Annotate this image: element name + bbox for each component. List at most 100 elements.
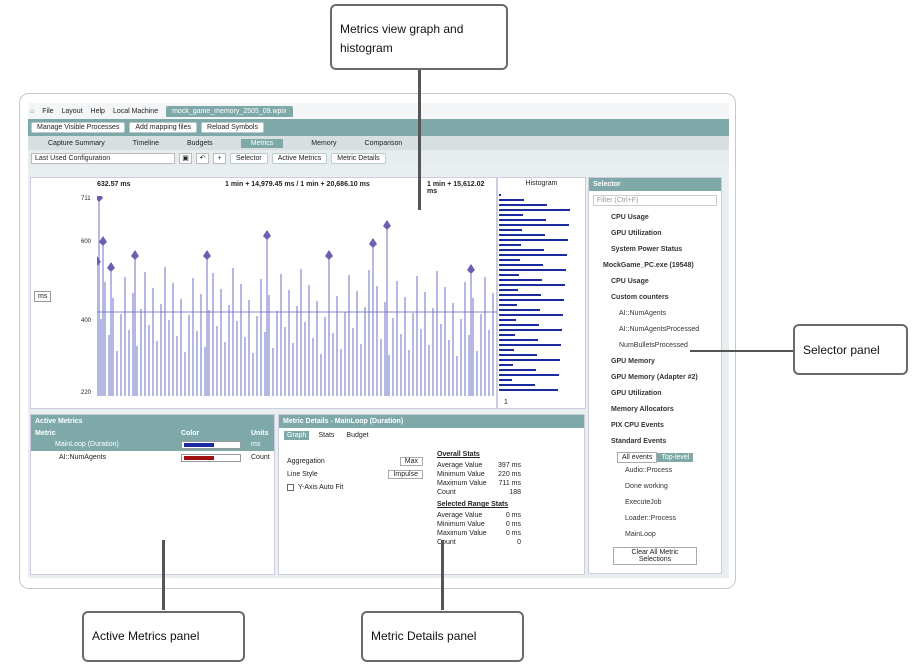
line-style-label: Line Style [287,471,318,478]
active-metrics-toggle[interactable]: Active Metrics [271,152,328,164]
unit-selector[interactable]: ms [34,291,52,302]
event-item[interactable]: MainLoop [625,531,656,538]
peak-marker [97,256,101,266]
histogram[interactable]: Histogram 1 [497,177,586,409]
tab-budget[interactable]: Budget [346,432,369,439]
metric-unit: ms [251,441,261,448]
callout-selector: Selector panel [793,324,908,375]
color-picker[interactable] [181,453,241,462]
selector-item[interactable]: Memory Allocators [611,406,674,413]
aggregation-dropdown[interactable]: Max [399,457,423,466]
menu-layout[interactable]: Layout [61,107,83,115]
event-item[interactable]: Audio::Process [625,467,673,474]
stat-value: 188 [509,489,521,496]
y-tick-711: 711 [81,196,91,202]
selector-item[interactable]: MockGame_PC.exe (19548) [603,262,694,269]
histogram-bin [499,379,512,381]
cursor-right-label: 1 min + 15,612.02 ms [427,181,485,195]
selector-toggle[interactable]: Selector [230,152,268,164]
selector-item[interactable]: CPU Usage [611,214,649,221]
histogram-bin [499,269,566,271]
top-level-tab[interactable]: Top-level [657,453,694,462]
histogram-bin [499,279,542,281]
histogram-bin [499,199,524,201]
stat-row: Minimum Value 220 ms [437,470,521,479]
clear-selections-button[interactable]: Clear All Metric Selections [613,547,697,565]
impulse-plot [97,196,497,396]
col-color: Color [181,429,200,437]
metric-unit: Count [251,454,270,461]
histogram-bin [499,324,539,326]
tab-comparison[interactable]: Comparison [364,139,403,147]
tab-timeline[interactable]: Timeline [132,139,159,147]
manage-processes-button[interactable]: Manage Visible Processes [31,122,126,133]
histogram-bars [499,194,570,391]
save-icon[interactable]: ▣ [179,152,192,164]
histogram-bin [499,319,516,321]
selector-item[interactable]: Custom counters [611,294,669,301]
selected-stats-title: Selected Range Stats [437,501,509,508]
stats-block: Overall Stats Average Value 397 ms Minimum… [437,451,521,547]
histogram-bin [499,364,513,366]
histogram-bin [499,214,523,216]
selector-item[interactable]: System Power Status [611,246,683,253]
add-icon[interactable]: + [213,152,226,164]
app-icon: ⌂ [30,107,35,115]
histogram-bin [499,209,570,211]
filter-input[interactable]: Filter (Ctrl+F) [593,195,717,206]
selector-item[interactable]: GPU Memory (Adapter #2) [611,374,698,381]
stat-label: Maximum Value [437,480,487,487]
tab-memory[interactable]: Memory [311,139,337,147]
peak-marker [383,220,391,230]
selector-item[interactable]: GPU Memory [611,358,655,365]
selector-item[interactable]: AI::NumAgentsProcessed [619,326,700,333]
metric-details-toggle[interactable]: Metric Details [331,152,386,164]
stat-label: Count [437,539,456,546]
tab-capture-summary[interactable]: Capture Summary [48,139,105,147]
line-style-dropdown[interactable]: Impulse [388,470,423,479]
reload-symbols-button[interactable]: Reload Symbols [201,122,264,133]
y-tick-600: 600 [81,239,92,245]
menu-file[interactable]: File [42,107,54,115]
histogram-bin [499,369,536,371]
metrics-graph[interactable]: 632.57 ms 1 min + 14,979.45 ms / 1 min +… [30,177,497,409]
all-events-tab[interactable]: All events [617,452,658,463]
menu-help[interactable]: Help [90,107,105,115]
selector-item[interactable]: GPU Utilization [611,230,662,237]
selector-item[interactable]: Standard Events [611,438,667,445]
stat-row: Maximum Value 0 ms [437,529,521,538]
color-picker[interactable] [181,440,241,449]
title-bar: ⌂ File Layout Help Local Machine mock_ga… [28,103,729,119]
stat-row: Count 188 [437,488,521,497]
event-item[interactable]: Loader::Process [625,515,676,522]
undo-icon[interactable]: ↶ [196,152,209,164]
table-row[interactable]: AI::NumAgents Count [31,451,274,464]
histogram-bin [499,344,561,346]
selector-item[interactable]: CPU Usage [611,278,649,285]
histogram-bin [499,334,515,336]
tab-stats[interactable]: Stats [318,432,335,439]
leader-line [162,540,165,610]
stat-row: Minimum Value 0 ms [437,520,521,529]
event-item[interactable]: ExecuteJob [625,499,662,506]
tab-metrics[interactable]: Metrics [240,138,284,148]
document-tab[interactable]: mock_game_memory_2505_09.wpix [166,105,293,117]
event-item[interactable]: Done working [625,483,668,490]
histogram-bin [499,194,501,196]
selector-item[interactable]: PIX CPU Events [611,422,664,429]
tab-budgets[interactable]: Budgets [187,139,213,147]
add-mapping-button[interactable]: Add mapping files [129,122,198,133]
stat-label: Average Value [437,462,483,469]
col-units: Units [251,429,269,437]
callout-active-metrics: Active Metrics panel [82,611,245,662]
histogram-title: Histogram [525,180,558,187]
tab-graph[interactable]: Graph [284,431,310,440]
aggregation-label: Aggregation [287,458,325,465]
table-row[interactable]: MainLoop (Duration) ms [31,438,274,451]
selector-item[interactable]: GPU Utilization [611,390,662,397]
autofit-checkbox[interactable] [287,484,294,491]
selector-item[interactable]: NumBulletsProcessed [619,342,688,349]
selector-item[interactable]: AI::NumAgents [619,310,667,317]
configuration-dropdown[interactable]: Last Used Configuration [31,152,175,164]
local-machine-tab[interactable]: Local Machine [112,107,159,115]
